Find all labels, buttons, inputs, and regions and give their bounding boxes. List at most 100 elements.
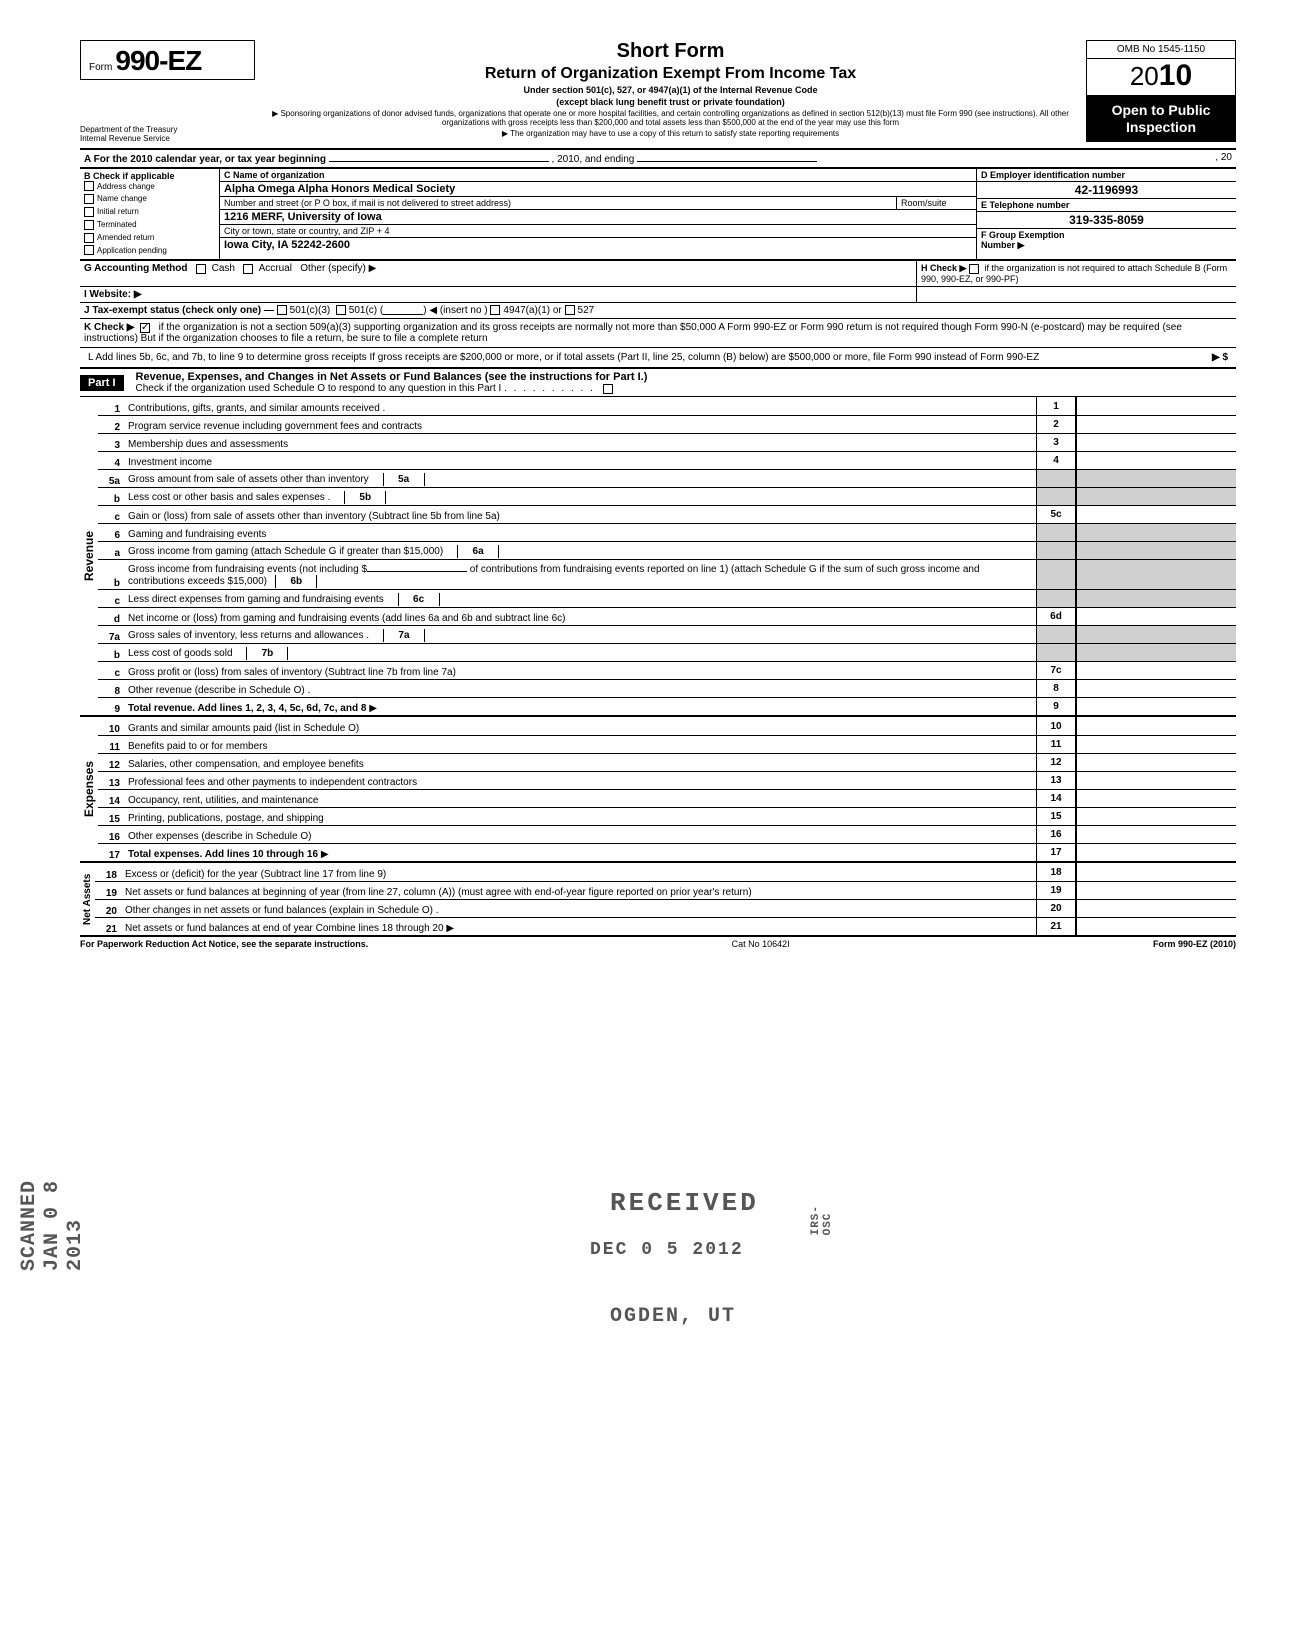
b-label: B Check if applicable	[84, 171, 215, 181]
line-4: Investment income	[126, 455, 1036, 469]
line-5b: Less cost or other basis and sales expen…	[126, 489, 1036, 505]
stamp-ogden: OGDEN, UT	[610, 1305, 736, 1328]
val-5c[interactable]	[1076, 506, 1236, 523]
year-begin-field[interactable]	[329, 152, 549, 162]
year-end-field[interactable]	[637, 152, 817, 162]
line-12: Salaries, other compensation, and employ…	[126, 757, 1036, 771]
footer-mid: Cat No 10642I	[732, 939, 790, 949]
line-6c: Less direct expenses from gaming and fun…	[126, 591, 1036, 607]
g-other: Other (specify) ▶	[300, 263, 376, 274]
chk-accrual[interactable]	[243, 264, 253, 274]
row-a: A For the 2010 calendar year, or tax yea…	[80, 148, 1236, 167]
org-name: Alpha Omega Alpha Honors Medical Society	[220, 182, 976, 197]
val-4[interactable]	[1076, 452, 1236, 469]
title-column: Short Form Return of Organization Exempt…	[263, 40, 1078, 139]
expenses-vlabel: Expenses	[80, 717, 98, 861]
line-21: Net assets or fund balances at end of ye…	[123, 921, 1036, 935]
chk-cash[interactable]	[196, 264, 206, 274]
j-label: J Tax-exempt status (check only one) —	[84, 305, 274, 316]
part1-check-line: Check if the organization used Schedule …	[136, 383, 502, 394]
val-20[interactable]	[1076, 900, 1236, 917]
val-9[interactable]	[1076, 698, 1236, 715]
val-18[interactable]	[1076, 863, 1236, 881]
val-19[interactable]	[1076, 882, 1236, 899]
chk-527[interactable]	[565, 305, 575, 315]
val-15[interactable]	[1076, 808, 1236, 825]
chk-schedule-o[interactable]	[603, 384, 613, 394]
val-16[interactable]	[1076, 826, 1236, 843]
org-city: Iowa City, IA 52242-2600	[220, 238, 976, 252]
dept-irs: Internal Revenue Service	[80, 135, 255, 144]
form-header: Form 990-EZ Department of the Treasury I…	[80, 40, 1236, 144]
line-a-start: A For the 2010 calendar year, or tax yea…	[84, 154, 326, 165]
chk-501c3[interactable]	[277, 305, 287, 315]
501c-insert[interactable]	[383, 305, 423, 315]
ein-value: 42-1196993	[977, 182, 1236, 199]
part1-title: Revenue, Expenses, and Changes in Net As…	[130, 371, 1230, 383]
line-a-end: , 20	[1076, 150, 1236, 167]
val-14[interactable]	[1076, 790, 1236, 807]
line-2: Program service revenue including govern…	[126, 419, 1036, 433]
val-17[interactable]	[1076, 844, 1236, 861]
val-6d[interactable]	[1076, 608, 1236, 625]
chk-h[interactable]	[969, 264, 979, 274]
chk-4947[interactable]	[490, 305, 500, 315]
line-17: Total expenses. Add lines 10 through 16	[126, 847, 1036, 861]
val-11[interactable]	[1076, 736, 1236, 753]
line-5c: Gain or (loss) from sale of assets other…	[126, 509, 1036, 523]
revenue-vlabel: Revenue	[80, 397, 98, 715]
row-k: K Check ▶ if the organization is not a s…	[80, 319, 1236, 347]
val-13[interactable]	[1076, 772, 1236, 789]
part1-header: Part I Revenue, Expenses, and Changes in…	[80, 367, 1236, 396]
line-14: Occupancy, rent, utilities, and maintena…	[126, 793, 1036, 807]
phone-value: 319-335-8059	[977, 212, 1236, 229]
line-6: Gaming and fundraising events	[126, 527, 1036, 541]
line-6d: Net income or (loss) from gaming and fun…	[126, 611, 1036, 625]
page-footer: For Paperwork Reduction Act Notice, see …	[80, 935, 1236, 949]
val-21[interactable]	[1076, 918, 1236, 935]
chk-initial-return[interactable]: Initial return	[84, 206, 215, 219]
line-8: Other revenue (describe in Schedule O) .	[126, 683, 1036, 697]
dots-icon	[504, 383, 595, 394]
chk-k[interactable]	[140, 323, 150, 333]
room-label: Room/suite	[896, 197, 976, 209]
netassets-vlabel: Net Assets	[80, 863, 95, 935]
val-3[interactable]	[1076, 434, 1236, 451]
omb-column: OMB No 1545-1150 2010 Open to Public Ins…	[1086, 40, 1236, 142]
org-address: 1216 MERF, University of Iowa	[220, 210, 976, 225]
val-12[interactable]	[1076, 754, 1236, 771]
val-10[interactable]	[1076, 717, 1236, 735]
e-label: E Telephone number	[977, 199, 1236, 212]
chk-amended[interactable]: Amended return	[84, 232, 215, 245]
addr-label: Number and street (or P O box, if mail i…	[224, 198, 511, 208]
line-7c: Gross profit or (loss) from sales of inv…	[126, 665, 1036, 679]
line-16: Other expenses (describe in Schedule O)	[126, 829, 1036, 843]
val-8[interactable]	[1076, 680, 1236, 697]
expenses-section: Expenses 10Grants and similar amounts pa…	[80, 715, 1236, 861]
chk-pending[interactable]: Application pending	[84, 245, 215, 258]
line-19: Net assets or fund balances at beginning…	[123, 885, 1036, 899]
val-2[interactable]	[1076, 416, 1236, 433]
line-6b: Gross income from fundraising events (no…	[126, 560, 1036, 589]
section-bcdef: B Check if applicable Address change Nam…	[80, 167, 1236, 261]
part1-badge: Part I	[80, 375, 124, 391]
k-text: if the organization is not a section 509…	[84, 322, 1182, 344]
city-label: City or town, state or country, and ZIP …	[220, 225, 976, 238]
chk-address-change[interactable]: Address change	[84, 181, 215, 194]
line-15: Printing, publications, postage, and shi…	[126, 811, 1036, 825]
chk-501c[interactable]	[336, 305, 346, 315]
h-label: H Check ▶	[921, 263, 966, 273]
line-10: Grants and similar amounts paid (list in…	[126, 721, 1036, 735]
val-7c[interactable]	[1076, 662, 1236, 679]
line-1: Contributions, gifts, grants, and simila…	[126, 401, 1036, 415]
col-b: B Check if applicable Address change Nam…	[80, 169, 220, 260]
val-1[interactable]	[1076, 397, 1236, 415]
l-arrow: ▶ $	[1112, 351, 1232, 364]
row-j: J Tax-exempt status (check only one) — 5…	[80, 302, 1236, 319]
open-line1: Open to Public	[1090, 102, 1232, 119]
chk-terminated[interactable]: Terminated	[84, 219, 215, 232]
col-c: C Name of organization Alpha Omega Alpha…	[220, 169, 976, 260]
chk-name-change[interactable]: Name change	[84, 193, 215, 206]
row-l: L Add lines 5b, 6c, and 7b, to line 9 to…	[80, 347, 1236, 367]
form-number: 990-EZ	[115, 45, 201, 76]
